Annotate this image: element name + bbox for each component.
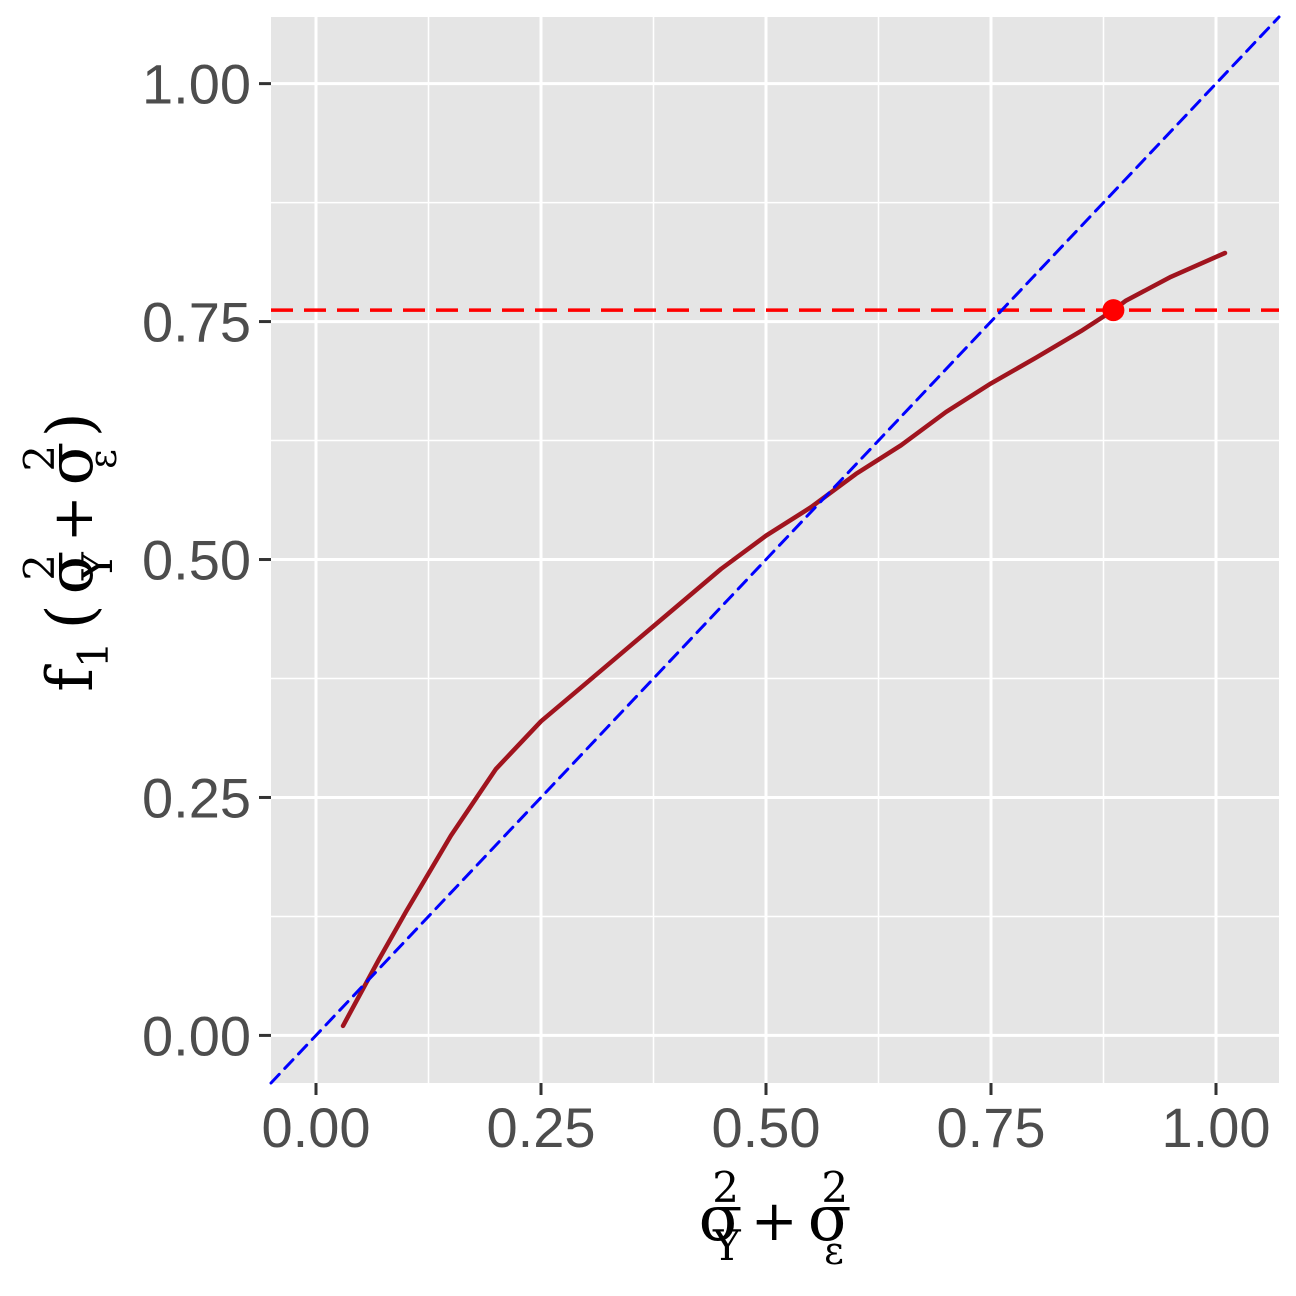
identity-line (269, 15, 1281, 1085)
y-tick-label: 0.25 (142, 766, 251, 829)
y-tick-label: 0.75 (142, 291, 251, 354)
x-tick-label: 0.25 (487, 1096, 596, 1159)
y-tick-label: 0.00 (142, 1004, 251, 1067)
grid (271, 17, 1279, 1083)
fixed-point-marker (1102, 299, 1125, 322)
chart-marks (269, 15, 1281, 1085)
x-tick-label: 0.00 (262, 1096, 371, 1159)
axis-ticks: 0.00 0.25 0.50 0.75 1.00 0.00 0.25 0.50 0.75 1.00 (142, 53, 1271, 1159)
x-tick-label: 0.75 (937, 1096, 1046, 1159)
y-tick-label: 0.50 (142, 529, 251, 592)
y-axis-title: f1(σ2 Y+σ2 ε) (15, 412, 125, 692)
x-tick-label: 1.00 (1162, 1096, 1271, 1159)
y-tick-label: 1.00 (142, 53, 251, 116)
x-tick-label: 0.50 (712, 1096, 821, 1159)
x-axis-title: σ2 Y + σ2 ε (699, 1163, 852, 1273)
